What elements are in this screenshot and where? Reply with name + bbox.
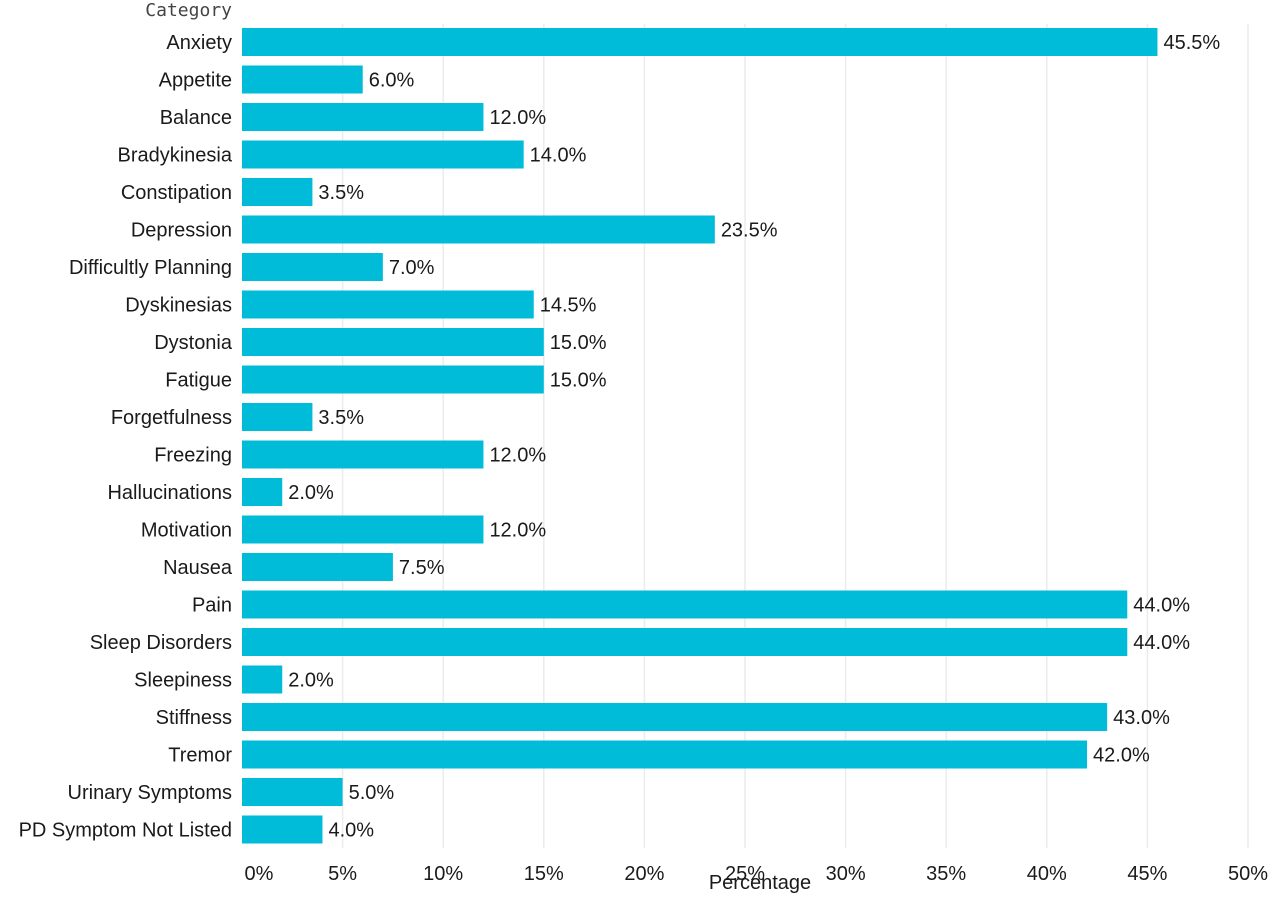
value-label: 2.0% <box>288 482 334 504</box>
category-label: Sleep Disorders <box>90 632 232 654</box>
category-label: Fatigue <box>165 370 232 392</box>
category-label: Dyskinesias <box>125 295 232 317</box>
value-label: 12.0% <box>489 107 546 129</box>
bars <box>242 28 1158 844</box>
value-label: 3.5% <box>318 407 364 429</box>
category-label: Motivation <box>141 520 232 542</box>
bar <box>242 553 393 581</box>
x-tick-label: 40% <box>1027 863 1067 885</box>
category-label: Balance <box>160 107 232 129</box>
category-axis-title: Category <box>145 0 232 21</box>
value-label: 3.5% <box>318 182 364 204</box>
bar <box>242 65 363 94</box>
category-label: Hallucinations <box>107 482 232 504</box>
bar <box>242 703 1108 731</box>
value-label: 45.5% <box>1163 32 1220 54</box>
bar <box>242 478 283 506</box>
x-tick-label: 15% <box>524 863 564 885</box>
value-label: 44.0% <box>1133 632 1190 654</box>
value-label: 7.0% <box>389 257 435 279</box>
x-axis-title: Percentage <box>709 872 811 894</box>
x-tick-label: 45% <box>1127 863 1167 885</box>
x-tick-label: 50% <box>1228 863 1268 885</box>
x-tick-label: 0% <box>245 863 274 885</box>
bar <box>242 590 1128 619</box>
category-label: Sleepiness <box>134 670 232 692</box>
value-label: 12.0% <box>489 520 546 542</box>
category-label: Tremor <box>168 745 232 767</box>
bar <box>242 440 484 469</box>
value-label: 12.0% <box>489 445 546 467</box>
value-label: 14.0% <box>530 145 587 167</box>
value-label: 15.0% <box>550 370 607 392</box>
bar <box>242 740 1088 769</box>
bar <box>242 328 544 356</box>
x-tick-label: 5% <box>328 863 357 885</box>
category-label: Difficultly Planning <box>69 257 232 279</box>
x-tick-labels: 0% 5% 10% 15% 20% 25% 30% 35% 40% 45% 50% <box>245 863 1269 885</box>
category-label: Appetite <box>159 70 232 92</box>
category-labels: Anxiety Appetite Balance Bradykinesia Consti… <box>19 32 233 842</box>
category-label: Anxiety <box>166 32 232 54</box>
bar <box>242 28 1158 56</box>
value-label: 2.0% <box>288 670 334 692</box>
category-label: Freezing <box>154 445 232 467</box>
bar <box>242 778 343 806</box>
bar <box>242 140 524 169</box>
bar <box>242 290 534 319</box>
x-tick-label: 30% <box>826 863 866 885</box>
value-label: 7.5% <box>399 557 445 579</box>
bar <box>242 515 484 544</box>
value-label: 43.0% <box>1113 707 1170 729</box>
value-label: 15.0% <box>550 332 607 354</box>
bar <box>242 403 313 431</box>
category-label: Constipation <box>121 182 232 204</box>
category-label: PD Symptom Not Listed <box>19 820 232 842</box>
bar <box>242 365 544 394</box>
x-tick-label: 20% <box>624 863 664 885</box>
value-labels: 45.5% 6.0% 12.0% 14.0% 3.5% 23.5% 7.0% 14.5% 15.… <box>288 32 1220 842</box>
category-label: Pain <box>192 595 232 617</box>
category-label: Nausea <box>163 557 233 579</box>
x-tick-label: 10% <box>423 863 463 885</box>
bar <box>242 178 313 206</box>
value-label: 6.0% <box>369 70 415 92</box>
value-label: 14.5% <box>540 295 597 317</box>
value-label: 44.0% <box>1133 595 1190 617</box>
category-label: Dystonia <box>154 332 233 354</box>
value-label: 5.0% <box>349 782 395 804</box>
bar <box>242 103 484 131</box>
x-tick-label: 25% <box>725 863 765 885</box>
bar <box>242 665 283 694</box>
bar <box>242 215 715 244</box>
value-label: 42.0% <box>1093 745 1150 767</box>
category-label: Urinary Symptoms <box>68 782 232 804</box>
bar <box>242 253 383 281</box>
x-tick-label: 35% <box>926 863 966 885</box>
value-label: 4.0% <box>328 820 374 842</box>
category-label: Forgetfulness <box>111 407 232 429</box>
bar <box>242 628 1128 656</box>
category-label: Stiffness <box>156 707 232 729</box>
value-label: 23.5% <box>721 220 778 242</box>
category-label: Bradykinesia <box>117 145 232 167</box>
category-label: Depression <box>131 220 232 242</box>
bar <box>242 815 323 844</box>
